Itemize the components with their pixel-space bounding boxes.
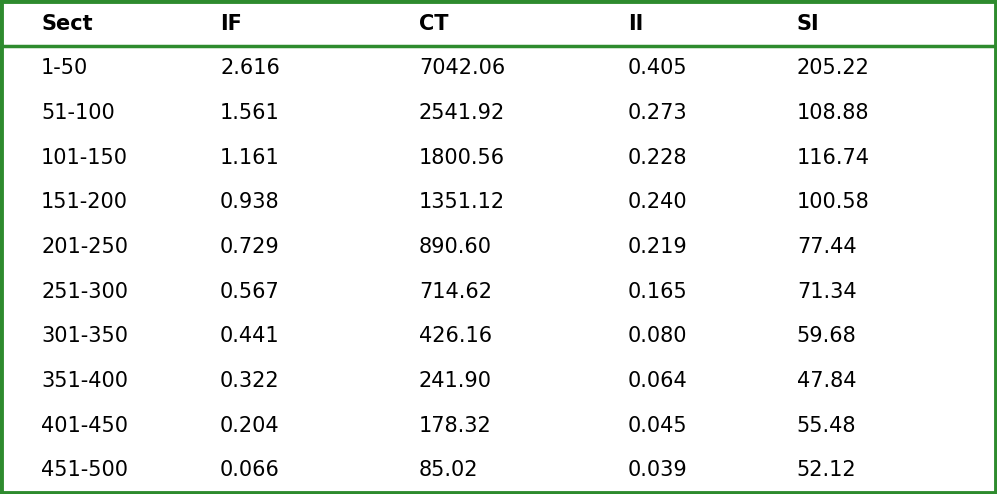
Text: 178.32: 178.32: [419, 415, 492, 436]
Text: 0.938: 0.938: [220, 192, 280, 212]
Text: 0.064: 0.064: [628, 371, 688, 391]
Text: 0.273: 0.273: [628, 103, 687, 123]
Text: 51-100: 51-100: [41, 103, 115, 123]
Text: 52.12: 52.12: [797, 460, 856, 480]
Text: 151-200: 151-200: [41, 192, 129, 212]
Text: 1351.12: 1351.12: [419, 192, 505, 212]
Text: 2541.92: 2541.92: [419, 103, 505, 123]
Text: 101-150: 101-150: [41, 148, 129, 167]
Text: 426.16: 426.16: [419, 327, 493, 346]
Text: 0.080: 0.080: [628, 327, 687, 346]
Text: CT: CT: [419, 14, 449, 34]
Text: 116.74: 116.74: [797, 148, 869, 167]
Text: 301-350: 301-350: [41, 327, 129, 346]
Text: 0.204: 0.204: [220, 415, 280, 436]
Text: 714.62: 714.62: [419, 282, 492, 302]
Text: 0.228: 0.228: [628, 148, 687, 167]
Text: 0.240: 0.240: [628, 192, 687, 212]
Text: 0.066: 0.066: [220, 460, 280, 480]
Text: 0.039: 0.039: [628, 460, 688, 480]
Text: 0.405: 0.405: [628, 58, 687, 79]
Text: SI: SI: [797, 14, 820, 34]
Text: 401-450: 401-450: [41, 415, 129, 436]
Text: 1.561: 1.561: [220, 103, 280, 123]
Text: 47.84: 47.84: [797, 371, 856, 391]
Text: 0.729: 0.729: [220, 237, 280, 257]
Text: 1.161: 1.161: [220, 148, 280, 167]
Text: II: II: [628, 14, 643, 34]
Text: 100.58: 100.58: [797, 192, 869, 212]
Text: 205.22: 205.22: [797, 58, 869, 79]
Text: 55.48: 55.48: [797, 415, 856, 436]
Text: 0.441: 0.441: [220, 327, 280, 346]
Text: 0.165: 0.165: [628, 282, 688, 302]
Text: 890.60: 890.60: [419, 237, 492, 257]
Text: 71.34: 71.34: [797, 282, 856, 302]
Text: 0.567: 0.567: [220, 282, 280, 302]
Text: 451-500: 451-500: [41, 460, 129, 480]
Text: 241.90: 241.90: [419, 371, 492, 391]
Text: 1800.56: 1800.56: [419, 148, 505, 167]
Text: 59.68: 59.68: [797, 327, 856, 346]
Text: 0.045: 0.045: [628, 415, 687, 436]
Text: 77.44: 77.44: [797, 237, 856, 257]
Text: 0.219: 0.219: [628, 237, 688, 257]
Text: 2.616: 2.616: [220, 58, 280, 79]
Text: 85.02: 85.02: [419, 460, 479, 480]
Text: 0.322: 0.322: [220, 371, 280, 391]
Text: 251-300: 251-300: [41, 282, 129, 302]
Text: 201-250: 201-250: [41, 237, 129, 257]
Text: Sect: Sect: [41, 14, 93, 34]
Text: 1-50: 1-50: [41, 58, 89, 79]
Text: 108.88: 108.88: [797, 103, 869, 123]
Text: 351-400: 351-400: [41, 371, 129, 391]
Text: 7042.06: 7042.06: [419, 58, 505, 79]
Text: IF: IF: [220, 14, 242, 34]
